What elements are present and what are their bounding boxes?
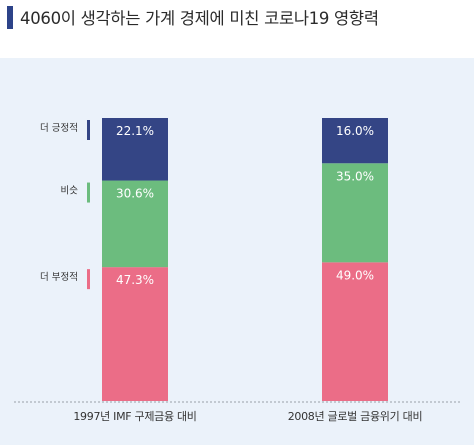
- data-label: 49.0%: [336, 268, 374, 282]
- legend-marker: [87, 269, 90, 290]
- chart-panel: [0, 58, 474, 445]
- bar-segment-비슷-2: [322, 163, 388, 263]
- data-label: 47.3%: [116, 273, 154, 287]
- bar-segment-더 긍정적-1: [102, 118, 168, 181]
- chart-title: 4060이 생각하는 가계 경제에 미친 코로나19 영향력: [20, 9, 379, 28]
- legend-label: 더 긍정적: [40, 122, 78, 134]
- bar-segment-더 부정적-2: [322, 262, 388, 401]
- legend-marker: [87, 120, 90, 140]
- x-tick-label: 1997년 IMF 구제금융 대비: [73, 410, 196, 423]
- title-row: 4060이 생각하는 가계 경제에 미친 코로나19 영향력: [0, 0, 474, 36]
- data-label: 16.0%: [336, 124, 374, 138]
- legend-marker: [87, 182, 90, 203]
- bar-segment-비슷-1: [102, 180, 168, 268]
- x-tick-label: 2008년 글로벌 금융위기 대비: [288, 410, 423, 423]
- data-label: 35.0%: [336, 169, 374, 183]
- title-accent-bar: [7, 6, 13, 29]
- data-label: 30.6%: [116, 187, 154, 201]
- bar-segment-더 부정적-1: [102, 267, 168, 401]
- bar-segment-더 긍정적-2: [322, 118, 388, 164]
- legend-label: 더 부정적: [40, 271, 78, 283]
- legend-label: 비슷: [61, 186, 79, 197]
- data-label: 22.1%: [116, 124, 154, 138]
